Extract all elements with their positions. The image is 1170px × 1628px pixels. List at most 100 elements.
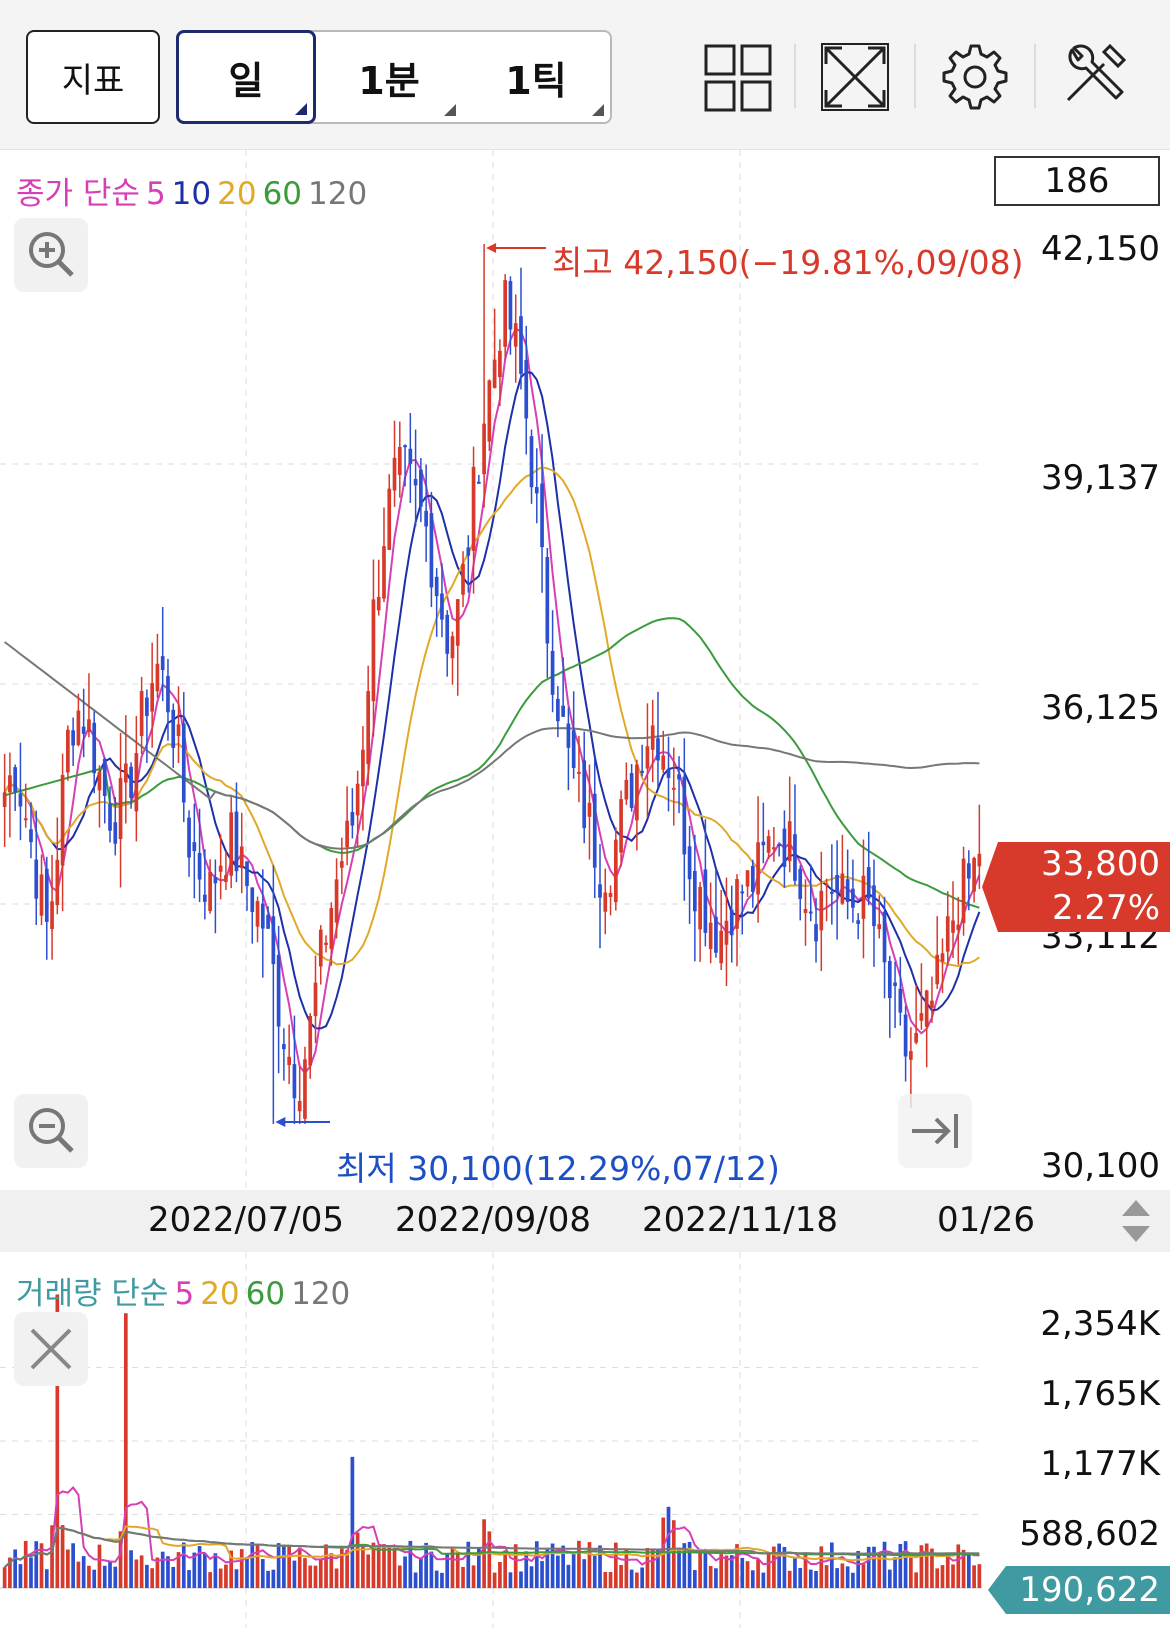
period-minute-button[interactable]: 1분 — [316, 32, 462, 122]
candle-body — [624, 779, 629, 800]
candle-body — [603, 892, 608, 912]
volume-ma-legend[interactable]: 거래량 단순 5 20 60 120 — [16, 1268, 356, 1313]
candle-body — [287, 1056, 291, 1066]
current-volume-pointer — [988, 1566, 1006, 1614]
candle-body — [619, 799, 623, 853]
candle-body — [698, 886, 702, 930]
ma120-line — [3, 641, 980, 850]
candle-body — [102, 758, 107, 797]
volume-bar — [682, 1543, 687, 1588]
chart-toolbar: 지표 일 1분 1틱 — [0, 0, 1170, 150]
volume-bar — [893, 1557, 897, 1588]
settings-gear-icon[interactable] — [938, 40, 1012, 114]
candle-body — [34, 859, 39, 899]
candle-body — [403, 445, 407, 448]
period-day-button[interactable]: 일 — [176, 30, 316, 124]
current-price-value: 33,800 — [1041, 844, 1160, 884]
volume-bar — [840, 1563, 845, 1588]
candle-body — [371, 599, 376, 702]
toolbar-separator — [794, 44, 796, 108]
price-y-tick: 39,137 — [1041, 458, 1160, 498]
candle-body — [276, 954, 281, 1027]
candle-body — [772, 847, 776, 850]
candle-body — [118, 778, 123, 840]
tools-icon[interactable] — [1058, 40, 1132, 114]
close-volume-button[interactable] — [14, 1312, 88, 1386]
volume-bar — [166, 1556, 170, 1588]
visible-count-box[interactable]: 186 — [994, 156, 1160, 206]
price-ma-legend[interactable]: 종가 단순 5 10 20 60 120 — [16, 168, 373, 213]
candle-body — [903, 1014, 908, 1057]
low-price-annotation: 최저 30,100(12.29%,07/12) — [336, 1149, 780, 1188]
candle-body — [571, 730, 576, 769]
candle-body — [282, 1044, 286, 1050]
close-icon — [30, 1328, 72, 1370]
candle-body — [29, 829, 33, 843]
volume-bar — [829, 1542, 834, 1588]
candle-body — [71, 730, 75, 746]
volume-bar — [550, 1543, 555, 1588]
date-axis[interactable]: 2022/07/05 2022/09/08 2022/11/18 01/26 — [0, 1190, 1170, 1252]
volume-bar — [972, 1565, 976, 1588]
candle-body — [719, 930, 724, 964]
candle-body — [798, 868, 803, 899]
scroll-to-latest-button[interactable] — [898, 1094, 972, 1168]
axis-resize-icon[interactable] — [1118, 1196, 1154, 1246]
candle-body — [966, 863, 971, 879]
zoom-in-button[interactable] — [14, 218, 88, 292]
volume-bar — [919, 1545, 924, 1588]
volume-bar — [218, 1568, 223, 1588]
volume-bar — [76, 1561, 81, 1588]
candle-body — [740, 891, 745, 894]
volume-bar — [814, 1570, 818, 1588]
jump-to-end-icon — [912, 1114, 958, 1148]
current-price-change: 2.27% — [1051, 888, 1160, 928]
volume-bar — [619, 1564, 623, 1588]
vol-ma120-line — [3, 1526, 980, 1569]
candle-body — [919, 1013, 924, 1021]
price-chart[interactable] — [0, 150, 1170, 1190]
candle-body — [392, 457, 397, 491]
candle-body — [898, 988, 903, 1013]
volume-bar — [97, 1544, 102, 1588]
candle-body — [255, 901, 260, 927]
volume-bar — [419, 1558, 423, 1588]
candle-body — [598, 884, 602, 898]
ma20-legend: 20 — [217, 176, 257, 212]
indicator-button[interactable]: 지표 — [26, 30, 160, 124]
volume-bar — [276, 1543, 281, 1588]
volume-bar — [450, 1548, 455, 1588]
candle-body — [50, 901, 54, 930]
volume-bar — [819, 1546, 824, 1588]
volume-bar — [87, 1565, 91, 1588]
period-tick-button[interactable]: 1틱 — [462, 32, 610, 122]
candle-body — [787, 821, 792, 862]
volume-legend-prefix: 거래량 단순 — [16, 1276, 169, 1312]
volume-bar — [677, 1549, 681, 1588]
volume-bar — [297, 1547, 302, 1588]
candle-body — [419, 469, 423, 507]
volume-bar — [39, 1543, 44, 1588]
zoom-out-button[interactable] — [14, 1094, 88, 1168]
volume-bar — [403, 1556, 407, 1588]
volume-bar — [366, 1554, 371, 1588]
dropdown-corner-icon — [592, 104, 604, 116]
candle-body — [972, 857, 976, 892]
volume-bar — [866, 1546, 871, 1588]
volume-bar — [519, 1571, 523, 1588]
candle-body — [213, 877, 218, 884]
candle-body — [245, 861, 249, 886]
volume-bar — [935, 1568, 940, 1588]
layout-grid-icon[interactable] — [702, 40, 776, 114]
volume-bar — [856, 1550, 861, 1588]
volume-bar — [729, 1555, 734, 1588]
candle-body — [376, 596, 381, 611]
candle-body — [924, 990, 929, 1027]
volume-bar — [909, 1558, 913, 1588]
fullscreen-icon[interactable] — [818, 40, 892, 114]
volume-chart[interactable] — [0, 1252, 1170, 1628]
candle-body — [977, 853, 982, 867]
volume-bar — [719, 1554, 724, 1588]
candle-body — [13, 767, 18, 793]
candle-body — [39, 874, 44, 916]
